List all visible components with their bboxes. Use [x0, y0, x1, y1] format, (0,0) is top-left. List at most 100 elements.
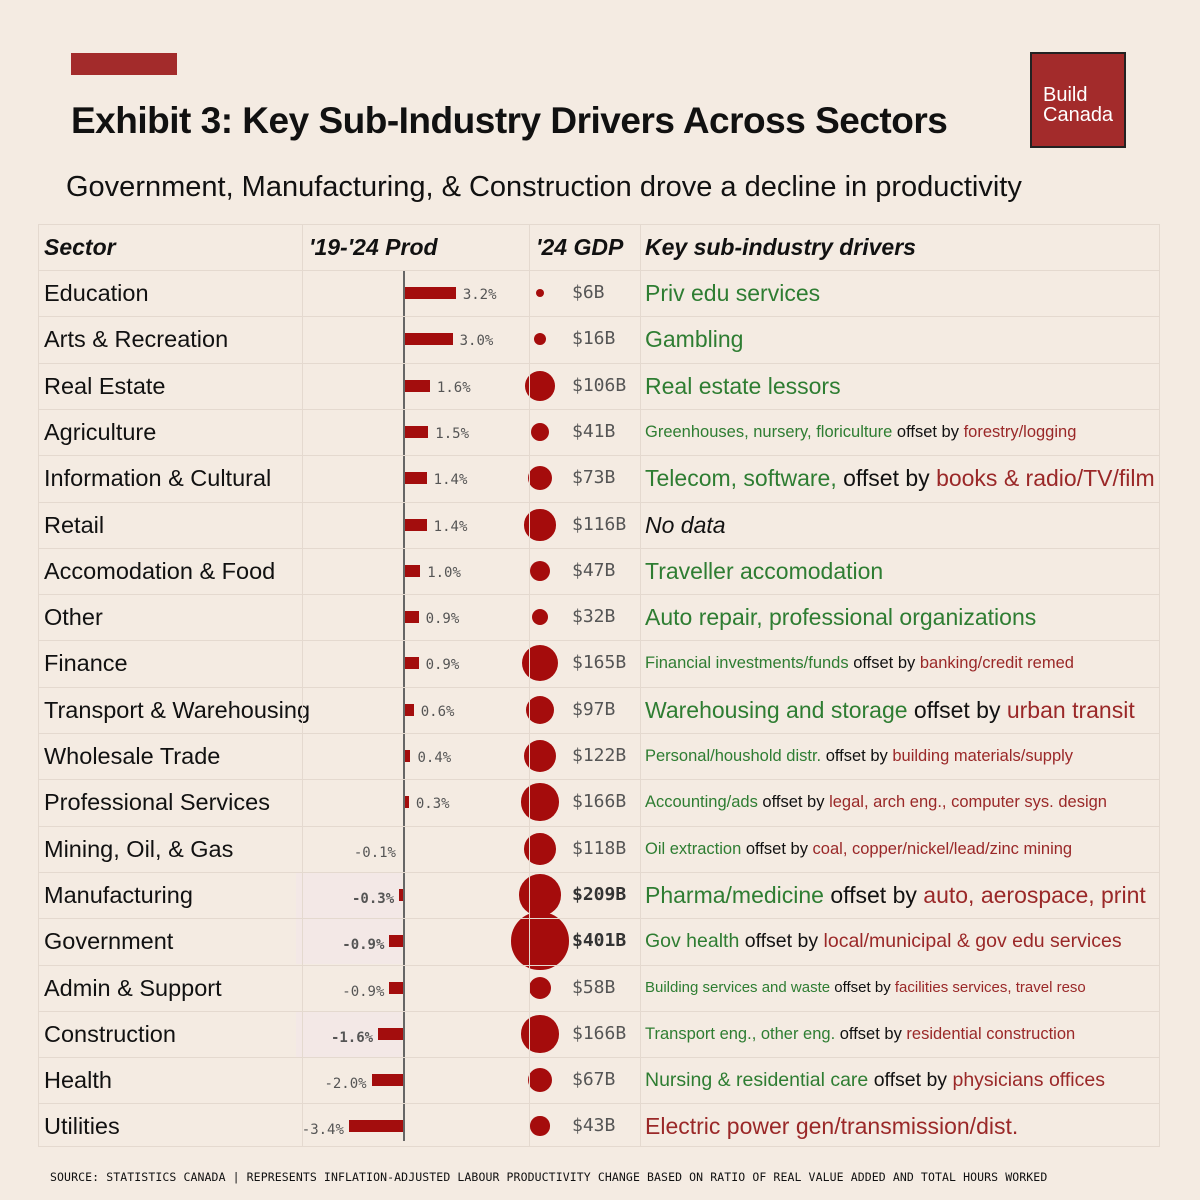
driver-text: Building services and waste offset by fa…: [645, 965, 1086, 1011]
prod-label: -0.9%: [342, 937, 385, 953]
prod-bar: [404, 704, 414, 716]
driver-segment: Oil extraction: [645, 840, 742, 858]
gdp-label: $41B: [572, 421, 616, 442]
prod-bar: [404, 472, 427, 484]
row-divider: [38, 640, 1160, 641]
table-row: Utilities -3.4% $43B Electric power gen/tra…: [38, 1103, 1160, 1149]
prod-bar: [378, 1028, 404, 1040]
gdp-circle: [525, 371, 555, 401]
driver-segment: urban transit: [1006, 697, 1135, 723]
prod-label: 1.4%: [433, 472, 468, 488]
table-row: Agriculture 1.5% $41B Greenhouses, nursery,…: [38, 409, 1160, 455]
gdp-label: $106B: [572, 375, 627, 396]
gdp-circle: [527, 465, 553, 491]
prod-bar: [348, 1120, 404, 1132]
driver-segment: offset by: [757, 793, 830, 811]
gdp-label: $16B: [572, 328, 616, 349]
driver-text: Telecom, software, offset by books & rad…: [645, 455, 1155, 501]
driver-segment: offset by: [823, 882, 924, 908]
driver-segment: local/municipal & gov edu services: [823, 930, 1122, 952]
gdp-label: $116B: [572, 514, 627, 535]
driver-segment: Traveller accomodation: [645, 558, 884, 584]
logo-line-2: Canada: [1043, 104, 1114, 126]
column-divider: [640, 224, 641, 1147]
sector-label: Manufacturing: [44, 882, 193, 908]
gdp-label: $6B: [572, 282, 605, 303]
table-row: Manufacturing -0.3% $209B Pharma/medicine o…: [38, 872, 1160, 918]
driver-segment: Electric power gen/transmission/dist.: [645, 1113, 1019, 1139]
gdp-label: $209B: [572, 884, 627, 905]
driver-segment: offset by: [830, 979, 895, 996]
driver-text: Traveller accomodation: [645, 548, 883, 594]
prod-label: 0.6%: [420, 704, 455, 720]
driver-segment: building materials/supply: [892, 747, 1074, 765]
gdp-label: $118B: [572, 838, 627, 859]
prod-bar: [404, 426, 429, 438]
gdp-circle: [521, 644, 559, 682]
driver-segment: offset by: [836, 465, 937, 491]
table-row: Information & Cultural 1.4% $73B Telecom, s…: [38, 455, 1160, 501]
highlight-cell: [296, 918, 402, 964]
driver-segment: coal, copper/nickel/lead/zinc mining: [812, 840, 1073, 858]
driver-segment: Telecom, software,: [645, 465, 837, 491]
sector-label: Government: [44, 928, 174, 954]
row-divider: [38, 1057, 1160, 1058]
gdp-label: $166B: [572, 1023, 627, 1044]
header-prod: '19-'24 Prod: [309, 234, 438, 260]
driver-segment: offset by: [835, 1025, 907, 1043]
gdp-label: $47B: [572, 560, 616, 581]
gdp-label: $97B: [572, 699, 616, 720]
driver-segment: Building services and waste: [645, 979, 831, 996]
prod-bar: [404, 380, 430, 392]
gdp-circle: [529, 560, 551, 582]
prod-label: -0.9%: [342, 984, 385, 1000]
table-row: Admin & Support -0.9% $58B Building service…: [38, 965, 1160, 1011]
driver-segment: offset by: [868, 1069, 953, 1091]
subtitle: Government, Manufacturing, & Constructio…: [66, 171, 1022, 203]
row-divider: [38, 872, 1160, 873]
sector-label: Finance: [44, 650, 128, 676]
prod-bar: [404, 750, 411, 762]
driver-text: Gambling: [645, 316, 743, 362]
gdp-label: $166B: [572, 791, 627, 812]
sector-label: Retail: [44, 512, 105, 538]
driver-segment: No data: [645, 512, 726, 538]
prod-label: 3.2%: [462, 287, 497, 303]
header-drivers: Key sub-industry drivers: [645, 234, 916, 260]
sector-label: Education: [44, 280, 149, 306]
row-divider: [38, 455, 1160, 456]
sector-table: Sector '19-'24 Prod '24 GDP Key sub-indu…: [38, 224, 1160, 1147]
header-sector: Sector: [44, 234, 116, 260]
driver-text: Personal/houshold distr. offset by build…: [645, 733, 1073, 779]
column-divider: [1159, 224, 1160, 1147]
row-divider: [38, 733, 1160, 734]
prod-label: 1.6%: [436, 380, 471, 396]
driver-text: Electric power gen/transmission/dist.: [645, 1103, 1018, 1149]
gdp-circle: [533, 332, 547, 346]
gdp-label: $32B: [572, 606, 616, 627]
accent-bar: [71, 53, 177, 75]
gdp-label: $165B: [572, 652, 627, 673]
prod-label: -1.6%: [330, 1030, 374, 1046]
driver-segment: Personal/houshold distr.: [645, 747, 822, 765]
prod-label: 1.0%: [427, 565, 461, 581]
row-divider: [38, 918, 1160, 919]
gdp-label: $73B: [572, 467, 616, 488]
row-divider: [38, 409, 1160, 410]
prod-label: -2.0%: [324, 1076, 367, 1092]
column-divider: [38, 224, 39, 1147]
driver-text: Warehousing and storage offset by urban …: [645, 687, 1135, 733]
table-row: Other 0.9% $32B Auto repair, professional o…: [38, 594, 1160, 640]
driver-segment: Nursing & residential care: [645, 1069, 869, 1091]
prod-bar: [404, 333, 453, 345]
driver-text: Auto repair, professional organizations: [645, 594, 1036, 640]
driver-segment: Warehousing and storage: [645, 697, 908, 723]
zero-axis: [403, 270, 405, 1141]
prod-bar: [404, 565, 421, 577]
driver-segment: physicians offices: [952, 1069, 1105, 1091]
page-title: Exhibit 3: Key Sub-Industry Drivers Acro…: [71, 100, 948, 141]
row-divider: [38, 594, 1160, 595]
gdp-circle: [528, 976, 552, 1000]
gdp-circle: [530, 422, 550, 442]
driver-text: Oil extraction offset by coal, copper/ni…: [645, 826, 1072, 872]
